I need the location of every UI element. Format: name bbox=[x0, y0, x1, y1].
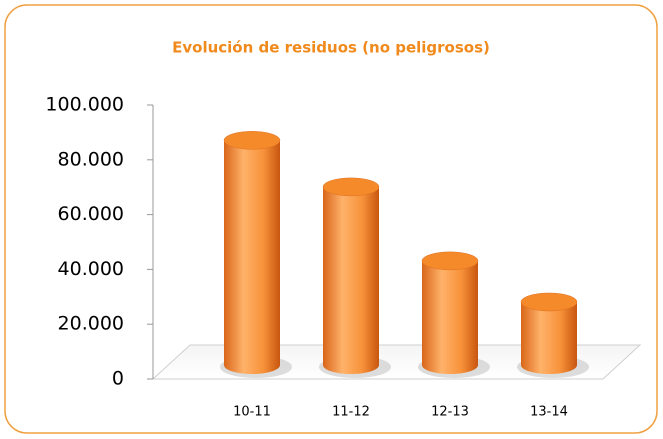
bar-top bbox=[520, 292, 578, 312]
bar bbox=[323, 186, 379, 374]
y-tick-label: 40.000 bbox=[58, 258, 124, 280]
x-tick-label: 11-12 bbox=[332, 405, 370, 420]
y-tick-label: 100.000 bbox=[45, 94, 124, 116]
bar-top bbox=[421, 251, 479, 271]
bar-top bbox=[223, 131, 281, 150]
y-tick-label: 0 bbox=[112, 368, 124, 390]
y-tick-label: 80.000 bbox=[58, 148, 124, 170]
bar bbox=[521, 301, 577, 374]
x-tick-label: 12-13 bbox=[431, 405, 469, 420]
bar bbox=[224, 140, 280, 374]
chart-title: Evolución de residuos (no peligrosos) bbox=[172, 39, 490, 57]
bar bbox=[422, 260, 478, 374]
bar-top bbox=[322, 177, 380, 197]
x-tick-label: 13-14 bbox=[530, 405, 568, 420]
x-tick-label: 10-11 bbox=[233, 405, 271, 420]
y-tick-label: 20.000 bbox=[58, 313, 124, 335]
y-tick-label: 60.000 bbox=[58, 203, 124, 225]
